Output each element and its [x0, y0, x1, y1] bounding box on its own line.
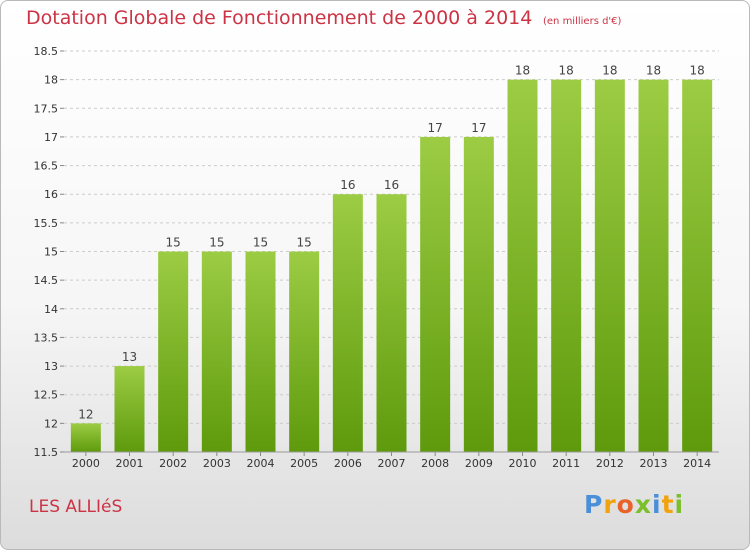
x-tick-label: 2011	[552, 457, 580, 470]
y-tick-label: 14	[44, 303, 58, 316]
bar-2005	[289, 251, 320, 452]
logo-letter: i	[674, 490, 685, 519]
bar-2003	[201, 251, 232, 452]
x-axis-ticks: 2000 2001 2002 2003 2004 2005 2006 2007 2008 2009…	[72, 452, 711, 470]
bar-2007	[376, 194, 407, 452]
y-tick-label: 16.5	[34, 160, 59, 173]
bar-2013	[638, 79, 669, 453]
chart-title: Dotation Globale de Fonctionnement de 20…	[26, 7, 533, 29]
value-label: 17	[428, 121, 443, 135]
y-tick-label: 18	[44, 74, 58, 87]
value-label: 18	[602, 64, 617, 78]
x-tick-label: 2004	[247, 457, 275, 470]
logo-letter: P	[584, 490, 604, 519]
value-label: 18	[646, 64, 661, 78]
value-label: 16	[340, 178, 355, 192]
value-label: 17	[471, 121, 486, 135]
unit-label: (en milliers d'€)	[543, 16, 622, 27]
y-tick-label: 18.5	[34, 45, 59, 58]
x-tick-label: 2002	[159, 457, 187, 470]
y-tick-label: 13.5	[34, 331, 59, 344]
value-label: 15	[297, 236, 312, 250]
y-tick-label: 12	[44, 417, 58, 430]
logo-letter: i	[652, 490, 662, 519]
bar-2008	[420, 136, 451, 452]
value-label: 12	[78, 407, 93, 421]
value-label: 18	[515, 64, 530, 78]
y-tick-label: 16	[44, 188, 58, 201]
value-labels: 12 13 15 15 15 15 16 16 17 17 18 18 18 18 18	[78, 64, 705, 422]
y-tick-label: 15	[44, 246, 58, 259]
proxiti-logo: Proxiti	[584, 490, 684, 519]
bars	[70, 79, 713, 453]
y-tick-label: 12.5	[34, 389, 59, 402]
x-tick-label: 2014	[683, 457, 711, 470]
y-tick-label: 15.5	[34, 217, 59, 230]
bar-2001	[114, 366, 145, 452]
x-tick-label: 2001	[116, 457, 144, 470]
bar-2002	[158, 251, 189, 452]
bar-2014	[682, 79, 713, 453]
bar-2011	[551, 79, 582, 453]
y-tick-label: 14.5	[34, 274, 59, 287]
x-tick-label: 2013	[640, 457, 668, 470]
x-tick-label: 2005	[290, 457, 318, 470]
logo-letter: r	[603, 490, 617, 519]
x-tick-label: 2000	[72, 457, 100, 470]
bar-2012	[594, 79, 625, 453]
y-axis-ticks: 11.5 12 12.5 13 13.5 14 14.5 15 15.5 16 16.5 17 17.5…	[34, 45, 64, 459]
y-tick-label: 17.5	[34, 102, 59, 115]
x-tick-label: 2006	[334, 457, 362, 470]
logo-letter: x	[634, 490, 652, 519]
value-label: 18	[559, 64, 574, 78]
y-tick-label: 13	[44, 360, 58, 373]
logo-letter: t	[661, 490, 675, 519]
bar-2006	[332, 194, 363, 452]
value-label: 15	[166, 236, 181, 250]
place-name: LES ALLIéS	[29, 497, 123, 517]
bar-2004	[245, 251, 276, 452]
value-label: 18	[690, 64, 705, 78]
x-tick-label: 2012	[596, 457, 624, 470]
bar-2010	[507, 79, 538, 453]
x-tick-label: 2007	[378, 457, 406, 470]
x-tick-label: 2008	[421, 457, 449, 470]
bar-2009	[463, 136, 494, 452]
value-label: 16	[384, 178, 399, 192]
value-label: 15	[209, 236, 224, 250]
logo-letter: o	[616, 490, 635, 519]
x-tick-label: 2009	[465, 457, 493, 470]
x-tick-label: 2010	[509, 457, 537, 470]
x-tick-label: 2003	[203, 457, 231, 470]
y-tick-label: 11.5	[34, 446, 59, 459]
value-label: 15	[253, 236, 268, 250]
value-label: 13	[122, 350, 137, 364]
bar-2000	[70, 423, 101, 452]
y-tick-label: 17	[44, 131, 58, 144]
